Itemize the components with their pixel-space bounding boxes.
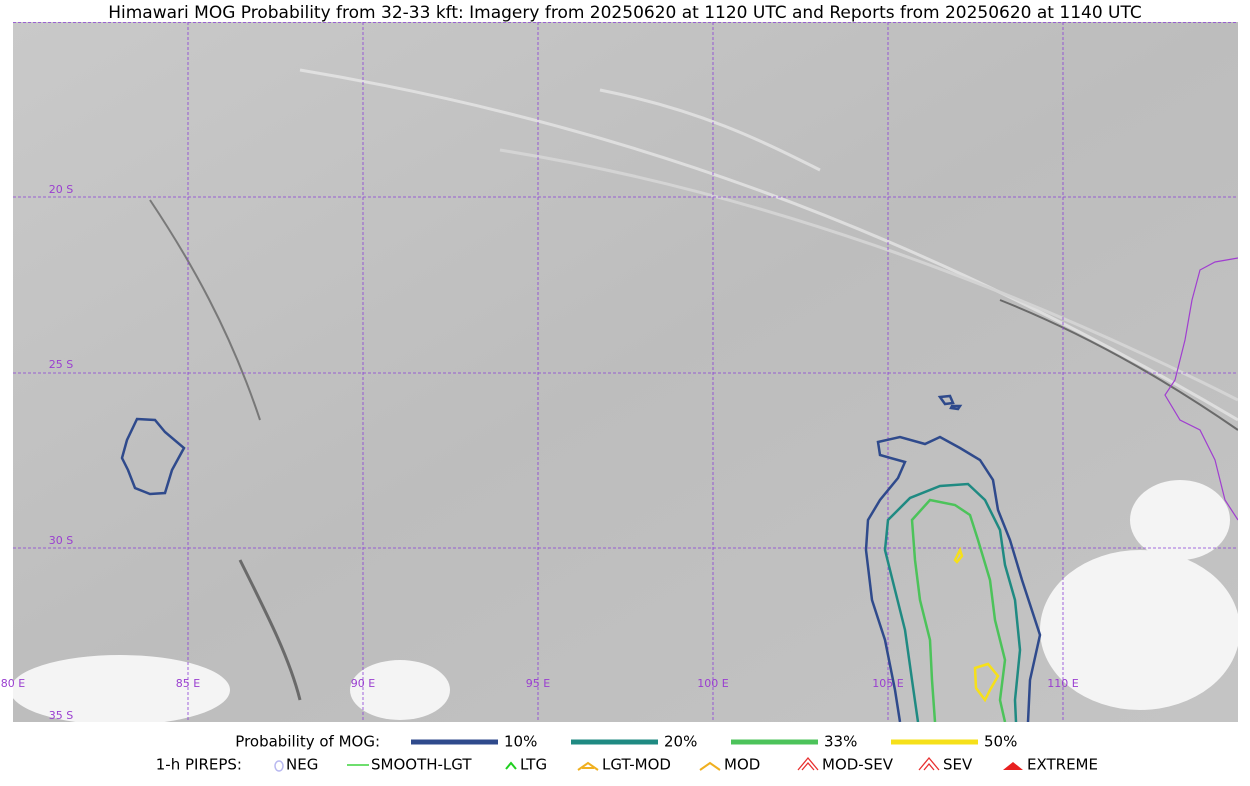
title: Himawari MOG Probability from 32-33 kft:…	[108, 3, 1142, 23]
pirep-symbol	[797, 756, 819, 771]
legend-label: SMOOTH-LGT	[371, 756, 472, 774]
pirep-icon	[505, 761, 517, 770]
legend-label: 20%	[664, 733, 697, 751]
bright-clouds	[13, 480, 1238, 722]
pirep-icon	[274, 760, 284, 772]
lon-label: 90 E	[351, 677, 375, 690]
pirep-symbol	[505, 761, 517, 770]
legend-label: EXTREME	[1027, 756, 1098, 774]
lon-label: 105 E	[872, 677, 903, 690]
pirep-symbol	[274, 760, 284, 772]
lon-label: 80 E	[1, 677, 25, 690]
pirep-symbol	[699, 761, 721, 771]
legend-label: MOD-SEV	[822, 756, 894, 774]
graticule	[13, 22, 1238, 722]
lat-label: 20 S	[49, 183, 73, 196]
satellite-image	[13, 22, 1238, 722]
contours	[120, 394, 1042, 722]
legend-label: 10%	[504, 733, 537, 751]
imagery	[13, 22, 1238, 722]
pirep-symbol	[918, 756, 940, 771]
lon-label: 110 E	[1047, 677, 1078, 690]
coastline	[1164, 257, 1238, 521]
lon-label: 100 E	[697, 677, 728, 690]
legend-label: LTG	[520, 756, 547, 774]
legend-title: Probability of MOG:	[235, 733, 380, 751]
legend-label: 50%	[984, 733, 1017, 751]
pirep-symbol	[1003, 762, 1023, 770]
pirep-icon	[699, 761, 721, 771]
legend-label: NEG	[286, 756, 318, 774]
legend: Probability of MOG: 10% 20% 33% 50% 1-h PIREP…	[156, 733, 1098, 774]
graticule-labels: 20 S 25 S 30 S 35 S 80 E 85 E 90 E 95 E 100 E 105…	[1, 183, 1079, 722]
pirep-icon	[918, 756, 940, 771]
pirep-icon	[1003, 762, 1023, 770]
legend-label: 33%	[824, 733, 857, 751]
legend-title: 1-h PIREPS:	[156, 756, 242, 774]
legend-label: MOD	[724, 756, 760, 774]
lon-label: 95 E	[526, 677, 550, 690]
cloud-streaks	[149, 68, 1238, 701]
lon-label: 85 E	[176, 677, 200, 690]
lat-label: 25 S	[49, 358, 73, 371]
lat-label: 30 S	[49, 534, 73, 547]
legend-label: SEV	[943, 756, 973, 774]
lat-label: 35 S	[49, 709, 73, 722]
pirep-symbol	[577, 761, 599, 771]
pirep-icon	[577, 761, 599, 771]
legend-label: LGT-MOD	[602, 756, 671, 774]
pirep-icon	[797, 756, 819, 771]
